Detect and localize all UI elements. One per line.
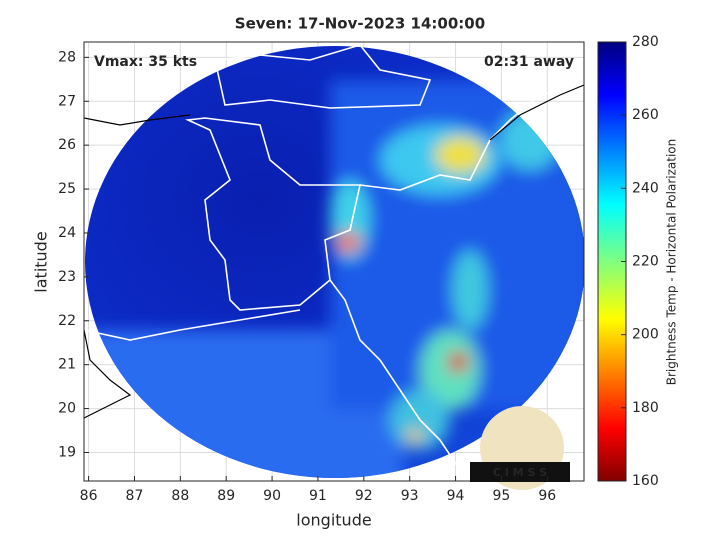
y-tick-label: 21 [58,357,76,373]
y-tick-label: 26 [58,137,76,153]
x-tick-label: 94 [447,488,465,504]
y-tick-label: 25 [58,181,76,197]
axes-frame [83,41,585,482]
colorbar-tick-label: 260 [632,107,659,123]
x-tick-label: 87 [126,488,144,504]
colorbar-tick-label: 160 [632,473,659,489]
y-tick-label: 24 [58,225,76,241]
title: Seven: 17-Nov-2023 14:00:00 [235,15,485,33]
y-axis-label: latitude [32,231,51,292]
y-tick-label: 22 [58,313,76,329]
time-label: 02:31 away [484,54,574,70]
colorbar-tick-label: 180 [632,400,659,416]
y-tick-label: 20 [58,401,76,417]
colorbar-tick-label: 200 [632,327,659,343]
y-tick-label: 27 [58,93,76,109]
colorbar-label: Brightness Temp - Horizontal Polarizatio… [665,139,679,386]
y-tick-label: 19 [58,444,76,460]
x-tick-label: 89 [217,488,235,504]
x-tick-label: 92 [355,488,373,504]
x-tick-label: 95 [493,488,511,504]
y-tick-label: 23 [58,269,76,285]
colorbar-tick-label: 220 [632,254,659,270]
x-tick-label: 86 [80,488,98,504]
x-tick-label: 93 [401,488,419,504]
y-tick-label: 28 [58,49,76,65]
colorbar-tick-label: 280 [632,34,659,50]
colorbar-tick-label: 240 [632,180,659,196]
x-tick-label: 91 [309,488,327,504]
x-tick-label: 96 [538,488,556,504]
x-tick-label: 88 [171,488,189,504]
x-axis-label: longitude [296,511,371,530]
vmax-label: Vmax: 35 kts [94,54,197,70]
logo: C I M S S [470,406,570,490]
logo-text: C I M S S [493,466,547,479]
x-tick-label: 90 [263,488,281,504]
